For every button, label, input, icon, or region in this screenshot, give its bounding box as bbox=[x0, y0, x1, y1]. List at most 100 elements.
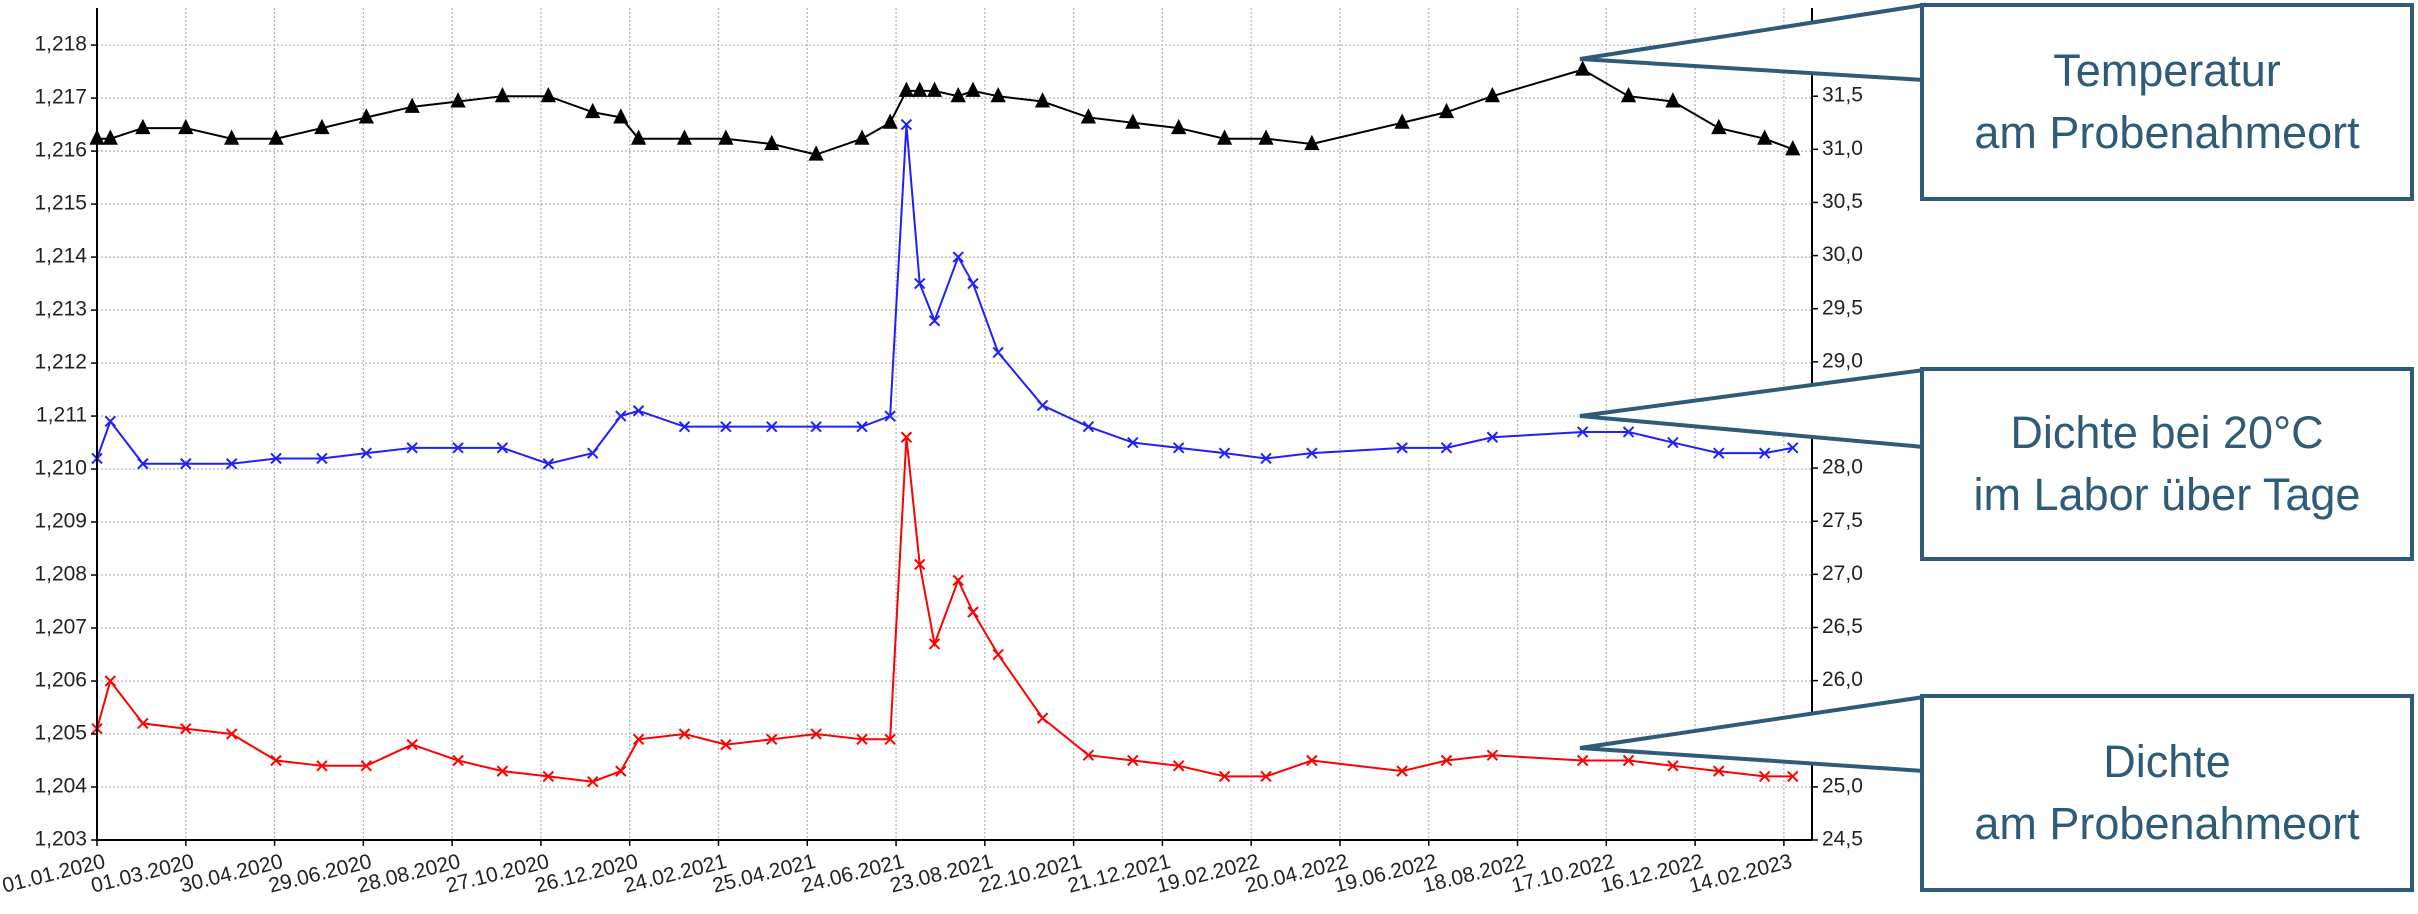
data-point bbox=[1440, 442, 1453, 454]
y-tick-label: 1,210 bbox=[34, 457, 87, 480]
data-point bbox=[613, 108, 629, 124]
data-point bbox=[270, 452, 282, 465]
data-point bbox=[1082, 420, 1095, 433]
y2-tick-label: 31,5 bbox=[1822, 84, 1863, 107]
data-point bbox=[720, 738, 732, 751]
data-point bbox=[1484, 86, 1500, 103]
data-point bbox=[952, 574, 964, 587]
data-point bbox=[882, 113, 898, 129]
data-point bbox=[854, 129, 870, 145]
data-point bbox=[587, 775, 599, 788]
data-point bbox=[1216, 129, 1233, 145]
data-point bbox=[1394, 113, 1410, 129]
data-point bbox=[1757, 129, 1773, 145]
callout-pointers bbox=[1579, 2, 1926, 774]
y2-tick-label: 26,0 bbox=[1822, 668, 1863, 691]
data-point bbox=[360, 760, 373, 772]
data-point bbox=[884, 410, 896, 422]
data-point bbox=[1486, 749, 1499, 761]
data-point bbox=[900, 431, 913, 443]
series-line bbox=[97, 68, 1794, 156]
data-point bbox=[1218, 770, 1231, 783]
data-point bbox=[452, 754, 464, 767]
data-point bbox=[1260, 770, 1272, 783]
series-line bbox=[96, 437, 1793, 783]
data-point bbox=[137, 458, 149, 470]
data-point bbox=[135, 118, 151, 135]
data-point bbox=[856, 420, 868, 433]
y-tick-label: 1,212 bbox=[34, 351, 87, 374]
data-point bbox=[1667, 760, 1679, 772]
y2-tick-label: 29,5 bbox=[1822, 296, 1863, 319]
data-point bbox=[1665, 92, 1681, 108]
y2-tick-label: 30,5 bbox=[1822, 190, 1863, 213]
data-point bbox=[102, 129, 118, 145]
data-point bbox=[1125, 113, 1141, 129]
data-point bbox=[967, 606, 979, 618]
data-point bbox=[1711, 118, 1727, 135]
data-point bbox=[452, 442, 464, 454]
data-point bbox=[1667, 436, 1679, 449]
data-point bbox=[1622, 426, 1635, 438]
data-point bbox=[1758, 770, 1771, 783]
data-point bbox=[406, 442, 418, 454]
data-point bbox=[928, 638, 941, 650]
data-point bbox=[928, 314, 941, 327]
y-tick-label: 1,215 bbox=[34, 192, 87, 215]
data-point bbox=[914, 558, 926, 571]
data-point bbox=[900, 118, 913, 131]
data-point bbox=[720, 420, 732, 433]
legend-callout: Dichte am Probenahmeort bbox=[1920, 694, 2414, 892]
data-point bbox=[104, 415, 117, 428]
data-point bbox=[1620, 86, 1637, 103]
data-point bbox=[856, 733, 868, 746]
data-point bbox=[585, 102, 601, 119]
data-point bbox=[496, 765, 509, 777]
data-point bbox=[1127, 436, 1139, 449]
y2-tick-label: 26,5 bbox=[1822, 615, 1863, 638]
data-point bbox=[178, 118, 194, 135]
data-point bbox=[1713, 765, 1725, 777]
data-point bbox=[810, 728, 822, 740]
data-point bbox=[104, 675, 117, 687]
data-point bbox=[1304, 134, 1320, 151]
data-point bbox=[1034, 92, 1051, 108]
y-tick-label: 1,213 bbox=[34, 298, 87, 321]
series-line bbox=[96, 124, 1793, 465]
x-tick-label: 14.02.2023 bbox=[1687, 850, 1795, 898]
legend-callout: Temperatur am Probenahmeort bbox=[1920, 3, 2414, 201]
data-point bbox=[1396, 765, 1408, 777]
callout-pointer bbox=[1579, 2, 1926, 83]
data-point bbox=[268, 129, 284, 145]
data-point bbox=[676, 129, 693, 145]
y-tick-label: 1,211 bbox=[36, 404, 87, 427]
data-point bbox=[316, 760, 328, 772]
data-point bbox=[1082, 749, 1095, 761]
data-point bbox=[766, 420, 778, 433]
data-point bbox=[1172, 442, 1185, 454]
y-tick-label: 1,206 bbox=[34, 669, 87, 692]
data-point bbox=[542, 458, 555, 470]
data-point bbox=[615, 765, 627, 777]
data-point bbox=[965, 81, 981, 97]
data-point bbox=[270, 754, 282, 767]
plot bbox=[89, 60, 1801, 788]
data-point bbox=[1171, 118, 1187, 135]
data-point bbox=[1622, 754, 1635, 767]
y-tick-label: 1,214 bbox=[34, 245, 87, 268]
data-point bbox=[1440, 754, 1453, 767]
data-point bbox=[898, 81, 915, 97]
data-point bbox=[1787, 770, 1799, 783]
data-point bbox=[992, 648, 1004, 661]
y2-tick-label: 30,0 bbox=[1822, 243, 1863, 266]
data-point bbox=[1486, 431, 1499, 443]
data-point bbox=[914, 277, 926, 290]
data-point bbox=[180, 458, 192, 470]
y-tick-label: 1,203 bbox=[34, 828, 87, 851]
data-point bbox=[808, 145, 824, 161]
data-point bbox=[1306, 447, 1318, 459]
y-tick-label: 1,204 bbox=[34, 775, 87, 798]
data-point bbox=[404, 97, 420, 113]
data-point bbox=[632, 405, 645, 417]
